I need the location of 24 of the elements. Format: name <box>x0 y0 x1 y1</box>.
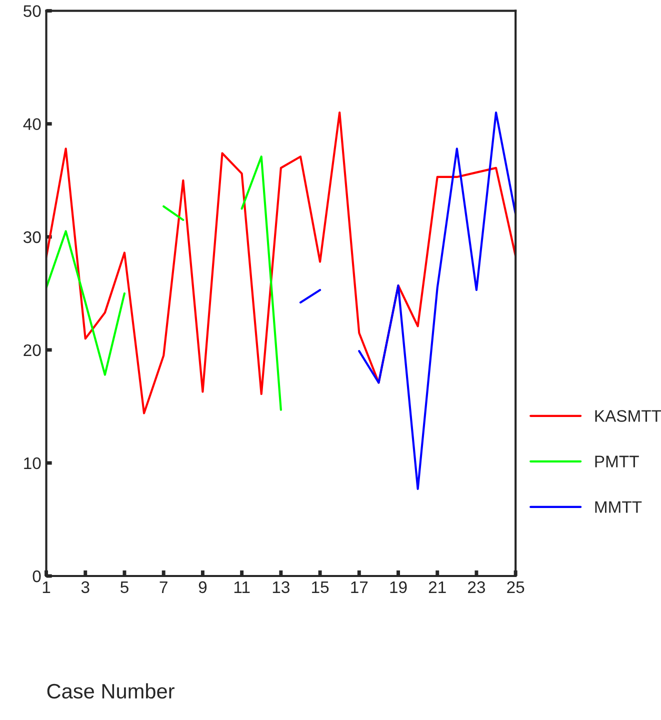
x-tick-label: 5 <box>120 581 128 594</box>
legend-label: PMTT <box>595 456 639 468</box>
y-tick-label: 40 <box>23 118 41 130</box>
y-tick-label: 0 <box>32 570 41 582</box>
y-tick-label: 30 <box>24 231 41 244</box>
x-tick-label: 21 <box>428 581 446 593</box>
x-tick-label: 19 <box>390 581 407 594</box>
line-series <box>46 111 516 414</box>
y-tick-label: 50 <box>24 5 41 18</box>
x-tick-label: 1 <box>42 581 50 593</box>
x-tick-label: 7 <box>160 581 168 593</box>
x-tick-label: 3 <box>81 581 90 594</box>
x-tick-label: 13 <box>272 581 290 594</box>
x-tick-label: 23 <box>468 581 486 594</box>
x-tick-label: 25 <box>507 581 524 594</box>
y-tick-label: 10 <box>24 457 41 470</box>
x-tick-label: 17 <box>351 581 368 593</box>
x-axis-title: Case Number <box>47 683 174 699</box>
x-tick-label: 15 <box>312 581 329 594</box>
x-tick-label: 11 <box>234 581 250 593</box>
x-tick-label: 9 <box>198 581 207 594</box>
y-tick-label: 20 <box>24 344 41 356</box>
legend-label: KASMTT <box>595 410 661 422</box>
legend-label: MMTT <box>595 501 642 513</box>
